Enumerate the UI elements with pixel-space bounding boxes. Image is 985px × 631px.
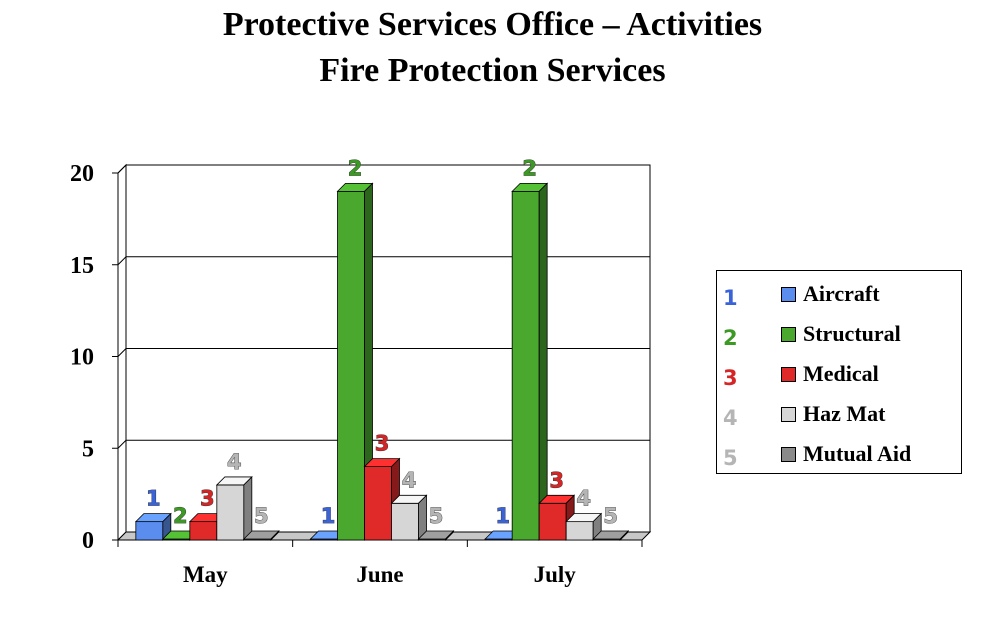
legend-item-aircraft: 1 Aircraft [717,279,963,310]
data-label: 4 [576,487,591,511]
bar-medical [364,466,392,541]
chart-subtitle: Fire Protection Services [319,52,666,89]
legend: 1 Aircraft 2 Structural 3 Medical 4 Haz Mat 5 Mut… [716,270,962,474]
gridline [117,348,650,357]
legend-item-structural: 2 Structural [717,319,963,350]
data-label: 4 [227,450,242,474]
chart-title: Protective Services Office – Activities … [0,2,985,94]
data-label: 1 [321,504,336,528]
bar-medical [538,502,567,541]
data-label: 3 [375,432,390,456]
x-category-label: May [183,562,228,587]
bar-haz-mat [216,484,245,541]
legend-number: 2 [723,326,738,350]
gridline [117,439,650,449]
legend-number: 4 [723,406,738,430]
data-label: 5 [603,504,618,528]
data-label: 1 [495,504,510,528]
legend-swatch [781,447,796,462]
x-category-label: July [534,562,577,587]
bar-side [445,530,454,541]
bar-medical [189,521,218,541]
data-label: 2 [348,156,363,180]
data-label: 2 [173,504,188,528]
data-label: 3 [200,487,215,511]
legend-item-medical: 3 Medical [717,359,963,390]
legend-label: Medical [803,361,879,386]
data-label: 3 [549,468,564,492]
x-category-label: June [356,562,403,587]
legend-label: Haz Mat [803,401,886,426]
legend-item-haz-mat: 4 Haz Mat [717,399,963,430]
y-tick-label: 0 [82,528,94,554]
legend-swatch [781,287,796,302]
bar-structural [337,190,365,541]
legend-number: 5 [723,446,738,470]
bar-haz-mat [391,502,419,541]
chart-title-line1: Protective Services Office – Activities [222,6,763,43]
data-label: 1 [146,487,161,511]
legend-swatch [781,407,796,422]
y-tick-label: 20 [70,161,94,187]
gridline [117,164,650,174]
bar-structural [511,190,540,541]
bar-haz-mat [565,521,594,541]
bar-side [270,530,280,541]
data-label: 5 [429,504,444,528]
legend-label: Structural [803,321,901,346]
legend-swatch [781,367,796,382]
y-tick-label: 10 [70,345,94,371]
data-label: 5 [254,504,269,528]
legend-label: Mutual Aid [803,441,912,466]
legend-item-mutual-aid: 5 Mutual Aid [717,439,963,470]
bar-aircraft [135,521,164,541]
bar-side [619,530,629,541]
legend-number: 3 [723,366,738,390]
bar-side [243,475,253,541]
data-label: 4 [402,468,417,492]
legend-label: Aircraft [803,281,880,306]
y-tick-label: 5 [82,436,94,462]
gridline [117,256,650,266]
bar-side [538,182,548,541]
data-label: 2 [522,156,537,180]
y-tick-label: 15 [70,253,94,279]
legend-number: 1 [723,286,738,310]
legend-swatch [781,327,796,342]
